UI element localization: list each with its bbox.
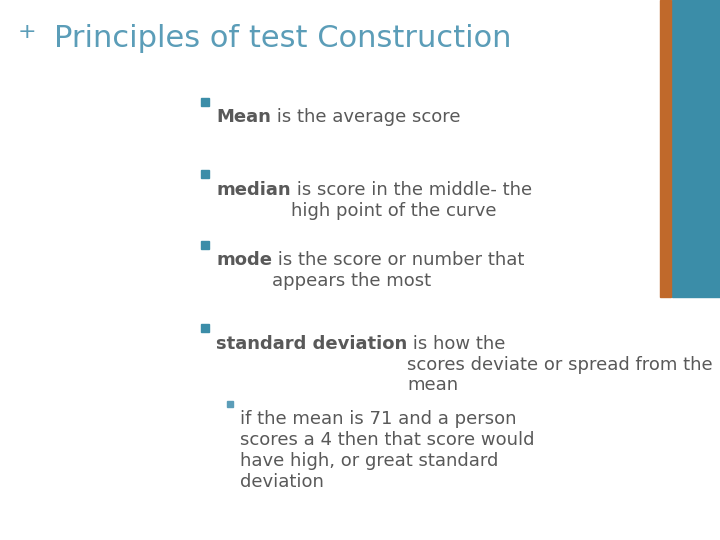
Text: mode: mode bbox=[216, 251, 272, 269]
Text: is the score or number that
appears the most: is the score or number that appears the … bbox=[272, 251, 524, 290]
Text: standard deviation: standard deviation bbox=[216, 335, 408, 353]
Text: if the mean is 71 and a person
scores a 4 then that score would
have high, or gr: if the mean is 71 and a person scores a … bbox=[240, 410, 535, 491]
Text: Mean: Mean bbox=[216, 108, 271, 126]
Text: +: + bbox=[18, 22, 37, 42]
Text: is score in the middle- the
high point of the curve: is score in the middle- the high point o… bbox=[291, 181, 532, 220]
Text: Principles of test Construction: Principles of test Construction bbox=[54, 24, 511, 53]
Text: is the average score: is the average score bbox=[271, 108, 460, 126]
Text: is how the
scores deviate or spread from the
mean: is how the scores deviate or spread from… bbox=[408, 335, 713, 394]
Text: median: median bbox=[216, 181, 291, 199]
